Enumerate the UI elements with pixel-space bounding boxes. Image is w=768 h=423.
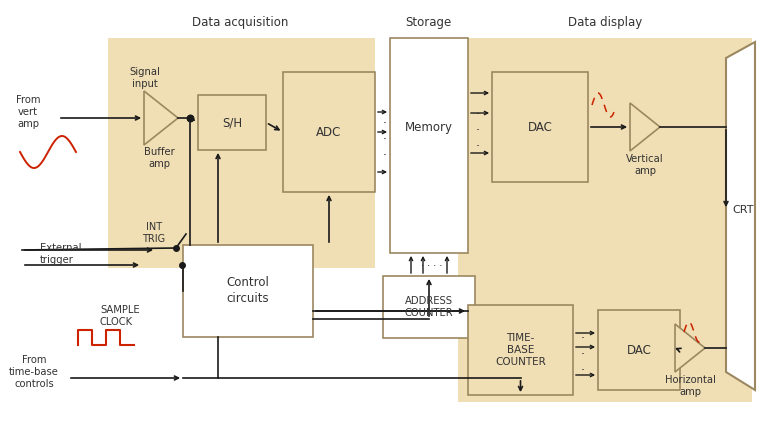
Text: ADDRESS
COUNTER: ADDRESS COUNTER — [405, 296, 453, 318]
Polygon shape — [630, 103, 660, 151]
Polygon shape — [726, 42, 755, 390]
Bar — [383, 276, 475, 338]
Text: Control
circuits: Control circuits — [227, 277, 270, 305]
Polygon shape — [675, 324, 705, 372]
Bar — [458, 38, 752, 402]
Text: CRT: CRT — [732, 205, 753, 215]
Text: ADC: ADC — [316, 126, 342, 138]
Bar — [283, 72, 375, 192]
Text: DAC: DAC — [627, 343, 651, 357]
Polygon shape — [144, 91, 178, 145]
Text: SAMPLE
CLOCK: SAMPLE CLOCK — [100, 305, 140, 327]
Text: Signal
input: Signal input — [130, 67, 161, 89]
Bar — [108, 38, 375, 268]
Text: INT
TRIG: INT TRIG — [142, 222, 166, 244]
Bar — [598, 310, 680, 390]
Text: Vertical
amp: Vertical amp — [626, 154, 664, 176]
Text: ·
·
·: · · · — [383, 118, 387, 162]
Text: S/H: S/H — [222, 116, 242, 129]
Bar — [468, 305, 573, 395]
Text: From
vert
amp: From vert amp — [16, 95, 40, 129]
Bar — [492, 72, 588, 182]
Bar — [183, 245, 313, 337]
Text: External
trigger: External trigger — [40, 243, 81, 265]
Bar — [198, 95, 266, 150]
Text: Horizontal
amp: Horizontal amp — [664, 375, 716, 397]
Text: Data acquisition: Data acquisition — [192, 16, 288, 28]
Text: · · · ·: · · · · — [422, 261, 442, 271]
Text: Memory: Memory — [405, 121, 453, 134]
Text: ·
·
·: · · · — [476, 108, 480, 153]
Text: Storage: Storage — [405, 16, 451, 28]
Text: DAC: DAC — [528, 121, 552, 134]
Text: TIME-
BASE
COUNTER: TIME- BASE COUNTER — [495, 332, 546, 368]
Text: Buffer
amp: Buffer amp — [144, 147, 174, 169]
Text: Data display: Data display — [568, 16, 642, 28]
Bar — [390, 38, 468, 253]
Text: ·
·
·: · · · — [581, 332, 585, 377]
Text: From
time-base
controls: From time-base controls — [9, 354, 59, 390]
